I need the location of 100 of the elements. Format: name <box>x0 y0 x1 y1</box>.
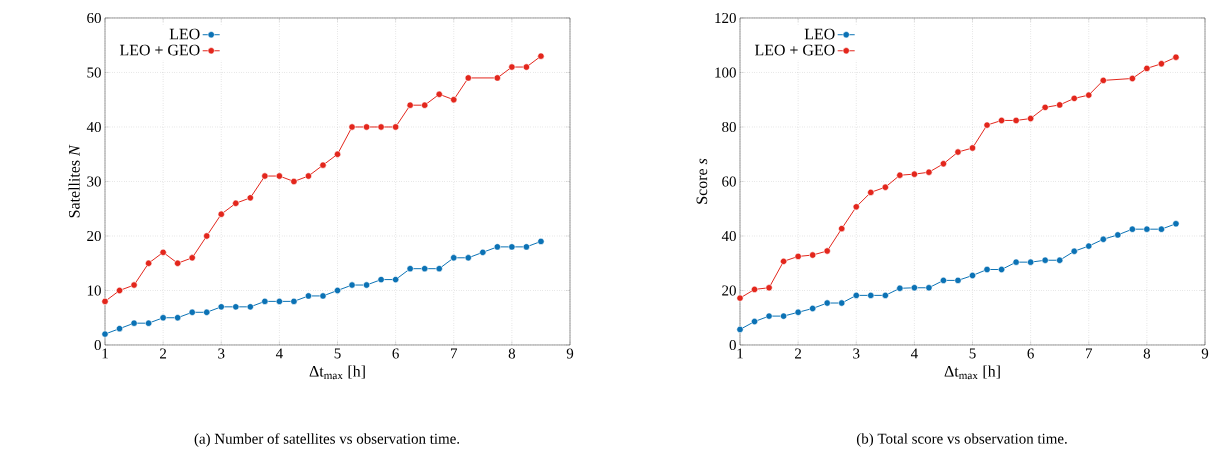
point <box>1128 225 1136 233</box>
point <box>188 308 196 316</box>
legend-label: LEO <box>169 28 200 40</box>
point <box>159 248 167 256</box>
x-tick-label: 6 <box>392 348 399 359</box>
x-tick-label: 4 <box>275 348 283 359</box>
point <box>174 314 182 322</box>
y-tick-label: 100 <box>715 67 736 78</box>
point <box>939 276 947 284</box>
point <box>809 304 817 312</box>
y-tick-label: 60 <box>722 176 736 187</box>
y-tick-label: 30 <box>87 176 101 187</box>
y-tick-label: 10 <box>87 285 101 296</box>
y-tick-label: 80 <box>722 121 736 133</box>
point <box>925 284 933 292</box>
point <box>348 123 356 131</box>
y-tick-label: 50 <box>87 67 101 78</box>
point <box>290 177 298 185</box>
point <box>116 287 124 294</box>
point <box>406 101 414 109</box>
point <box>479 248 487 256</box>
point <box>1099 235 1107 243</box>
point <box>867 291 875 299</box>
point <box>867 188 875 196</box>
point <box>363 123 371 131</box>
x-tick-label: 9 <box>1201 348 1209 359</box>
point <box>159 314 167 322</box>
point <box>1070 94 1078 102</box>
x-tick-label: 2 <box>160 348 167 359</box>
x-tick-label: 3 <box>218 348 225 359</box>
point <box>334 287 341 294</box>
point <box>751 318 759 326</box>
text: (b) Total score vs observation time. <box>856 433 1067 447</box>
point <box>852 291 860 299</box>
point <box>765 312 773 320</box>
point <box>145 259 153 267</box>
point <box>823 247 831 255</box>
point <box>823 299 831 307</box>
x-tick-label: 1 <box>102 348 108 359</box>
point <box>1157 225 1165 233</box>
point <box>232 303 240 311</box>
point <box>1114 231 1122 239</box>
point <box>421 265 429 273</box>
y-tick-label: 40 <box>721 230 736 242</box>
point <box>246 194 254 202</box>
point <box>736 325 744 333</box>
point <box>116 325 124 333</box>
point <box>998 266 1006 273</box>
point <box>1157 60 1165 68</box>
point <box>881 291 889 299</box>
point <box>101 330 109 338</box>
point <box>334 150 341 158</box>
point <box>896 284 904 292</box>
point <box>261 172 269 180</box>
y-tick-label: 20 <box>87 230 101 242</box>
legend-label: LEO + GEO <box>754 44 835 56</box>
point <box>508 243 516 251</box>
point <box>1143 225 1151 233</box>
point <box>188 254 196 262</box>
point <box>348 281 356 289</box>
point <box>1085 91 1093 99</box>
point <box>910 170 918 178</box>
point <box>969 144 976 152</box>
x-tick-label: 4 <box>910 348 918 359</box>
point <box>751 285 759 293</box>
point <box>983 266 991 273</box>
point <box>435 265 443 273</box>
point <box>406 265 414 273</box>
point <box>736 294 744 302</box>
point <box>1172 220 1180 228</box>
y-tick-label: 40 <box>86 121 101 133</box>
point <box>174 259 182 267</box>
point <box>1128 74 1136 82</box>
x-tick-label: 7 <box>1086 348 1093 359</box>
point <box>377 276 385 284</box>
point <box>1070 247 1078 255</box>
point <box>101 297 109 305</box>
x-tick-label: 8 <box>1143 348 1151 359</box>
point <box>1143 64 1151 72</box>
point <box>939 160 947 168</box>
point <box>435 90 443 98</box>
point <box>969 272 976 279</box>
point <box>998 116 1006 124</box>
point <box>1012 258 1020 266</box>
point <box>290 297 298 305</box>
point <box>1056 101 1064 109</box>
point <box>130 281 138 289</box>
point <box>537 237 545 245</box>
point <box>1027 115 1035 123</box>
point <box>780 312 788 320</box>
point <box>522 243 530 251</box>
point <box>304 172 312 180</box>
point <box>794 252 802 260</box>
point <box>1099 76 1107 84</box>
point <box>809 251 817 259</box>
point <box>838 299 846 307</box>
x-tick-label: 1 <box>737 348 743 359</box>
point <box>780 257 788 265</box>
x-tick-label: 7 <box>451 348 458 359</box>
x-tick-label: 6 <box>1027 348 1034 359</box>
